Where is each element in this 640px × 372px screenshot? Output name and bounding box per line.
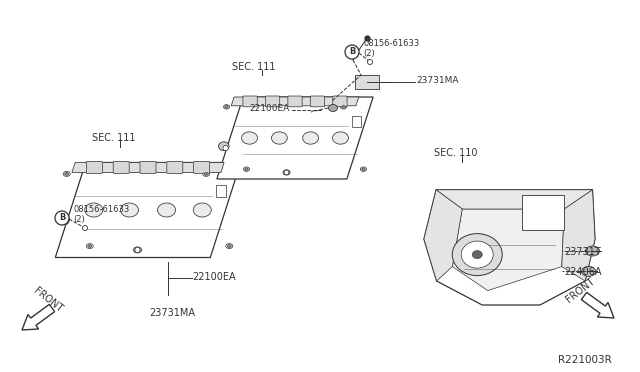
Ellipse shape xyxy=(226,244,233,248)
Ellipse shape xyxy=(157,203,175,217)
Ellipse shape xyxy=(360,167,367,171)
Circle shape xyxy=(83,225,88,231)
FancyBboxPatch shape xyxy=(113,161,129,173)
Ellipse shape xyxy=(58,215,70,224)
Ellipse shape xyxy=(461,241,493,268)
Circle shape xyxy=(135,247,140,252)
Polygon shape xyxy=(562,190,595,281)
Text: 23731T: 23731T xyxy=(564,247,601,257)
Ellipse shape xyxy=(472,251,483,259)
Ellipse shape xyxy=(65,172,68,176)
Polygon shape xyxy=(72,163,224,173)
Circle shape xyxy=(63,218,68,224)
Polygon shape xyxy=(55,163,241,257)
Ellipse shape xyxy=(227,245,231,248)
FancyBboxPatch shape xyxy=(243,96,257,107)
Circle shape xyxy=(345,45,359,59)
Ellipse shape xyxy=(328,105,337,112)
Text: R221003R: R221003R xyxy=(558,355,612,365)
Ellipse shape xyxy=(452,234,502,276)
Ellipse shape xyxy=(241,132,257,144)
Ellipse shape xyxy=(243,167,250,171)
Text: SEC. 111: SEC. 111 xyxy=(92,133,136,143)
Text: SEC. 110: SEC. 110 xyxy=(434,148,477,158)
Ellipse shape xyxy=(340,105,347,109)
Text: 23731MA: 23731MA xyxy=(149,308,195,318)
FancyBboxPatch shape xyxy=(194,161,210,173)
Text: 22100EA: 22100EA xyxy=(250,104,290,113)
Polygon shape xyxy=(22,304,54,330)
Ellipse shape xyxy=(223,105,230,109)
FancyBboxPatch shape xyxy=(288,96,302,107)
Ellipse shape xyxy=(84,203,103,217)
Polygon shape xyxy=(436,190,593,209)
Text: (2): (2) xyxy=(73,215,84,224)
Text: (2): (2) xyxy=(363,49,375,58)
Ellipse shape xyxy=(362,168,365,170)
Polygon shape xyxy=(217,97,373,179)
Bar xyxy=(352,116,361,127)
Ellipse shape xyxy=(586,246,600,256)
FancyBboxPatch shape xyxy=(310,96,324,107)
Text: 08156-61633: 08156-61633 xyxy=(73,205,129,214)
Polygon shape xyxy=(231,97,359,106)
Text: FRONT: FRONT xyxy=(32,286,64,314)
FancyBboxPatch shape xyxy=(266,96,280,107)
Text: 08156-61633: 08156-61633 xyxy=(363,39,419,48)
Ellipse shape xyxy=(203,171,210,176)
Polygon shape xyxy=(581,292,614,318)
Text: SEC. 111: SEC. 111 xyxy=(232,62,275,72)
Text: 22100EA: 22100EA xyxy=(192,272,236,282)
Ellipse shape xyxy=(244,168,248,170)
Circle shape xyxy=(284,170,289,174)
Circle shape xyxy=(55,211,69,225)
Circle shape xyxy=(223,145,228,151)
Ellipse shape xyxy=(204,172,208,176)
FancyBboxPatch shape xyxy=(140,161,156,173)
Ellipse shape xyxy=(63,171,70,176)
FancyBboxPatch shape xyxy=(333,96,347,107)
Ellipse shape xyxy=(333,132,348,144)
Text: 22406A: 22406A xyxy=(564,267,602,278)
Polygon shape xyxy=(424,190,462,281)
Ellipse shape xyxy=(342,106,346,108)
Ellipse shape xyxy=(225,106,228,108)
Polygon shape xyxy=(452,209,564,291)
Text: B: B xyxy=(349,48,355,57)
FancyBboxPatch shape xyxy=(167,161,183,173)
Ellipse shape xyxy=(283,170,290,175)
Text: FRONT: FRONT xyxy=(564,276,596,304)
Ellipse shape xyxy=(134,247,141,253)
Circle shape xyxy=(367,60,372,64)
Ellipse shape xyxy=(271,132,287,144)
Text: 23731MA: 23731MA xyxy=(416,76,458,85)
Ellipse shape xyxy=(86,244,93,248)
FancyBboxPatch shape xyxy=(86,161,102,173)
Bar xyxy=(355,75,379,89)
Text: B: B xyxy=(59,214,65,222)
Ellipse shape xyxy=(303,132,319,144)
Ellipse shape xyxy=(582,266,596,276)
Ellipse shape xyxy=(218,142,229,151)
Bar xyxy=(216,185,227,197)
Ellipse shape xyxy=(193,203,211,217)
Polygon shape xyxy=(424,190,595,305)
Ellipse shape xyxy=(88,245,92,248)
Ellipse shape xyxy=(120,203,138,217)
Bar xyxy=(522,195,564,230)
